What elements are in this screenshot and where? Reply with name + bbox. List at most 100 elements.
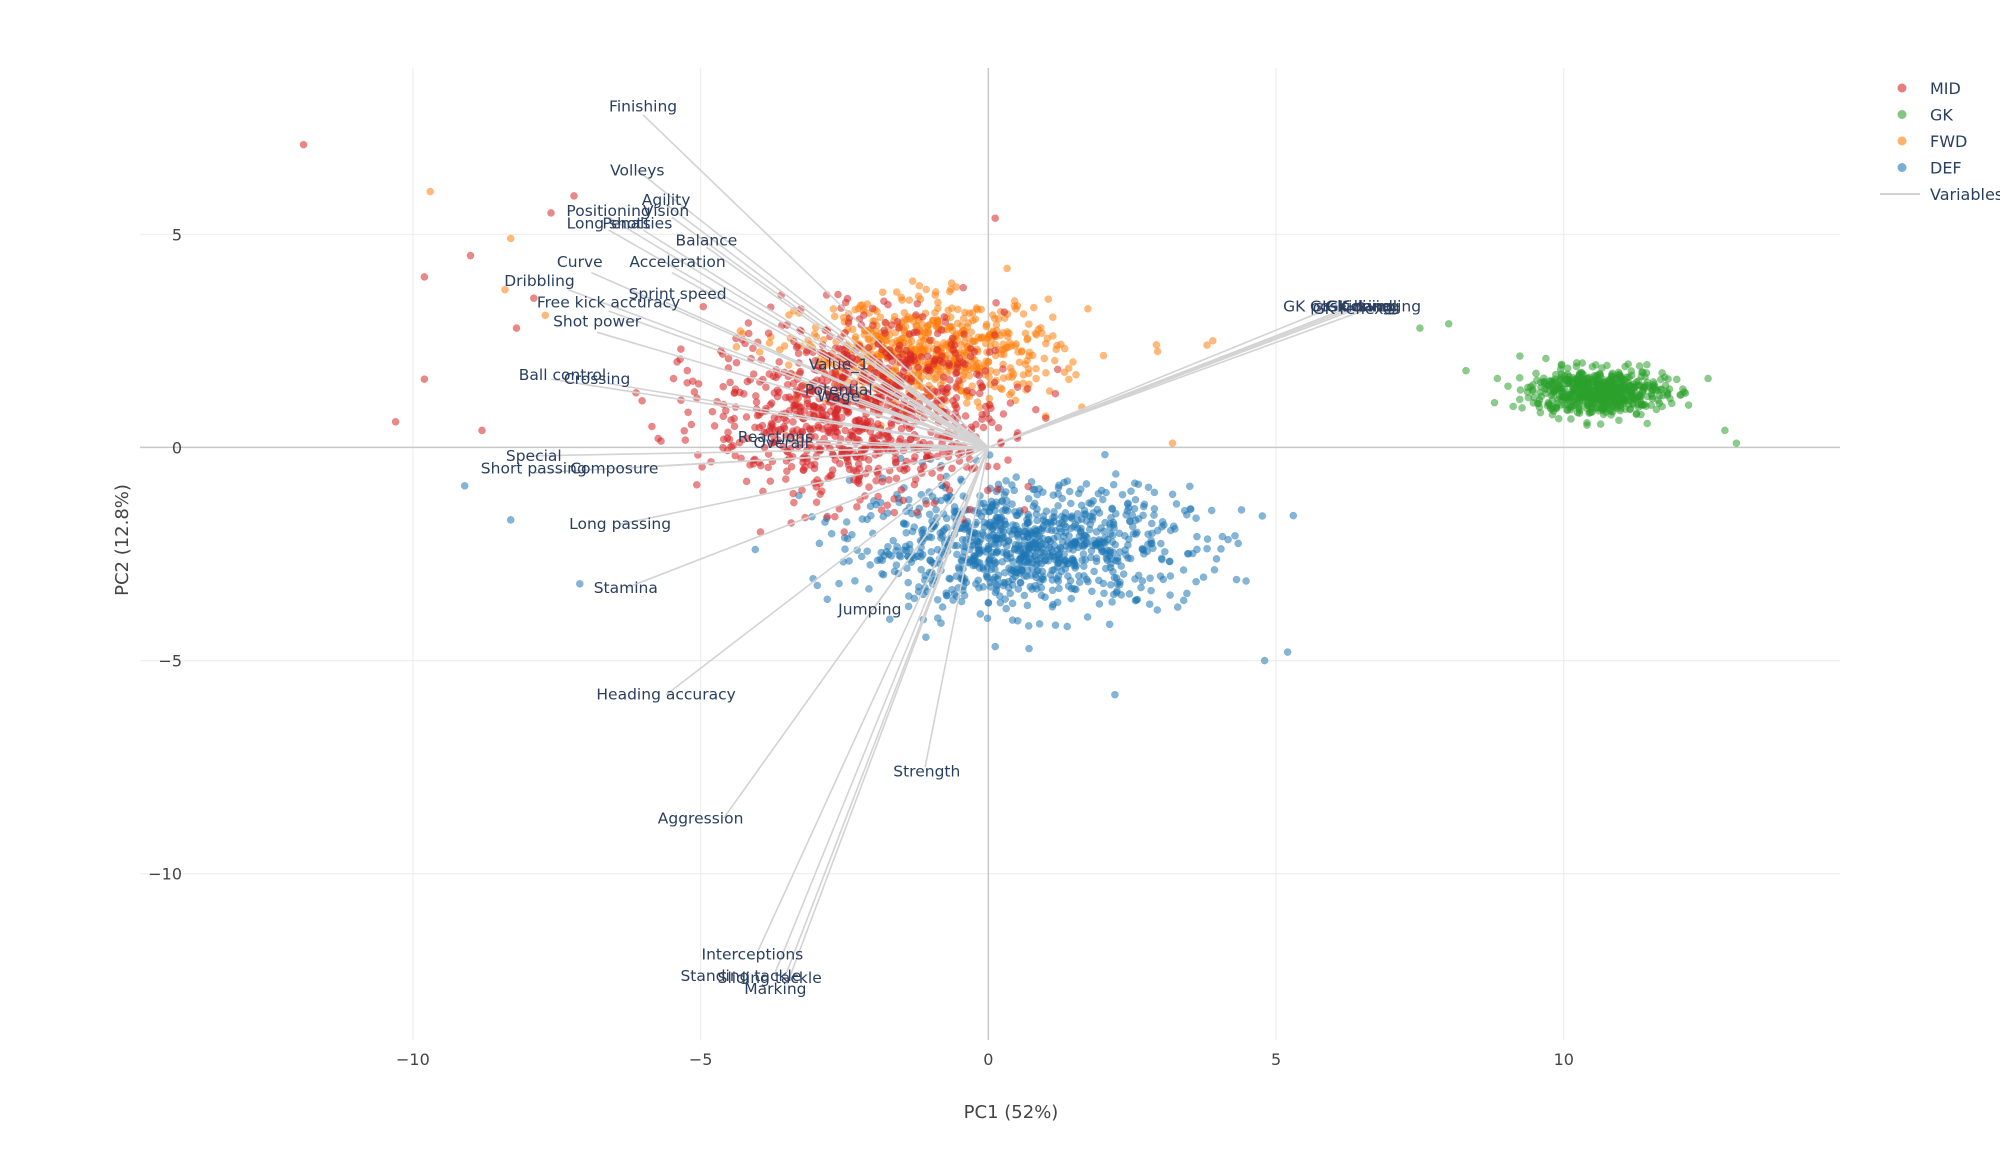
point-def	[1117, 562, 1126, 570]
point-mid	[892, 474, 901, 483]
legend-item-gk[interactable]: GK	[1897, 106, 1954, 125]
point-fwd	[1012, 340, 1020, 348]
point-def	[1090, 567, 1098, 576]
point-def	[1075, 578, 1084, 587]
point-def	[1119, 570, 1128, 578]
legend-item-variables[interactable]: Variables	[1880, 185, 2000, 204]
point-gk	[1562, 376, 1571, 385]
point-fwd	[1084, 304, 1092, 313]
point-fwd	[992, 368, 1001, 377]
point-def	[1143, 547, 1152, 556]
point-gk	[1659, 391, 1667, 400]
point-def	[896, 552, 905, 561]
point-def	[1105, 620, 1114, 629]
point-mid	[764, 329, 773, 338]
point-mid	[940, 313, 949, 321]
point-gk	[1664, 375, 1672, 383]
point-mid	[299, 140, 308, 149]
point-def	[1131, 596, 1140, 605]
point-def	[904, 602, 913, 611]
point-fwd	[1053, 341, 1061, 350]
point-def	[1053, 598, 1062, 607]
point-def	[1109, 590, 1118, 599]
point-gk	[1583, 418, 1591, 427]
point-def	[899, 519, 908, 527]
point-gk	[1632, 409, 1641, 418]
point-mid	[931, 355, 940, 364]
point-fwd	[506, 234, 515, 243]
point-def	[925, 510, 934, 519]
point-def	[1002, 549, 1011, 557]
legend-item-def[interactable]: DEF	[1897, 159, 1962, 178]
point-mid	[887, 421, 896, 430]
point-gk	[1547, 391, 1556, 400]
point-fwd	[780, 342, 789, 350]
point-gk	[1672, 375, 1681, 384]
variable-label-acceleration: Acceleration	[629, 253, 725, 271]
point-fwd	[541, 311, 550, 320]
point-mid	[1000, 308, 1009, 316]
point-mid	[731, 385, 740, 393]
point-def	[1067, 584, 1076, 593]
variable-label-gk-reflexes: GK reflexes	[1313, 300, 1401, 318]
point-mid	[945, 359, 953, 368]
point-def	[899, 546, 908, 555]
point-def	[1045, 552, 1054, 561]
point-def	[857, 552, 866, 561]
point-fwd	[426, 187, 435, 196]
point-def	[851, 577, 859, 585]
point-mid	[751, 392, 760, 400]
point-def	[879, 570, 888, 579]
legend-label-mid: MID	[1930, 79, 1961, 98]
point-fwd	[904, 312, 913, 321]
point-def	[983, 614, 992, 623]
point-mid	[953, 363, 961, 372]
point-def	[1102, 488, 1110, 497]
point-mid	[725, 435, 734, 444]
point-def	[1106, 563, 1115, 572]
legend-item-fwd[interactable]: FWD	[1897, 132, 1968, 151]
point-fwd	[784, 361, 793, 369]
point-gk	[1584, 399, 1592, 407]
point-def	[957, 475, 965, 484]
point-mid	[985, 414, 993, 423]
point-def	[1098, 495, 1107, 504]
point-def	[969, 554, 978, 563]
point-def	[1128, 522, 1137, 531]
variable-label-free-kick-accuracy: Free kick accuracy	[537, 294, 680, 312]
point-mid	[648, 422, 656, 431]
point-def	[1193, 532, 1201, 541]
point-def	[910, 594, 919, 603]
point-mid	[782, 416, 791, 425]
point-mid	[812, 498, 821, 507]
point-gk	[1656, 375, 1665, 384]
x-tick-label: 0	[983, 1050, 993, 1069]
point-mid	[729, 441, 737, 450]
point-def	[1058, 494, 1067, 503]
point-mid	[947, 340, 956, 349]
point-gk	[1626, 405, 1634, 414]
point-fwd	[1024, 320, 1033, 329]
point-gk	[1526, 382, 1535, 391]
point-def	[1025, 644, 1033, 653]
point-def	[1166, 591, 1174, 599]
point-gk	[1667, 399, 1676, 408]
point-def	[954, 563, 963, 572]
point-def	[932, 505, 940, 514]
point-fwd	[984, 358, 993, 366]
legend-marker-mid	[1897, 83, 1907, 93]
point-def	[1231, 531, 1239, 540]
point-mid	[797, 403, 805, 412]
point-def	[575, 579, 584, 588]
point-mid	[731, 451, 740, 460]
point-def	[993, 580, 1001, 589]
point-def	[1050, 508, 1058, 516]
point-def	[1037, 591, 1046, 600]
point-def	[1093, 505, 1102, 514]
legend-item-mid[interactable]: MID	[1897, 79, 1961, 98]
point-def	[1106, 580, 1115, 589]
point-def	[1004, 537, 1013, 546]
point-def	[1035, 620, 1044, 628]
point-mid	[805, 402, 814, 411]
point-mid	[975, 389, 984, 398]
